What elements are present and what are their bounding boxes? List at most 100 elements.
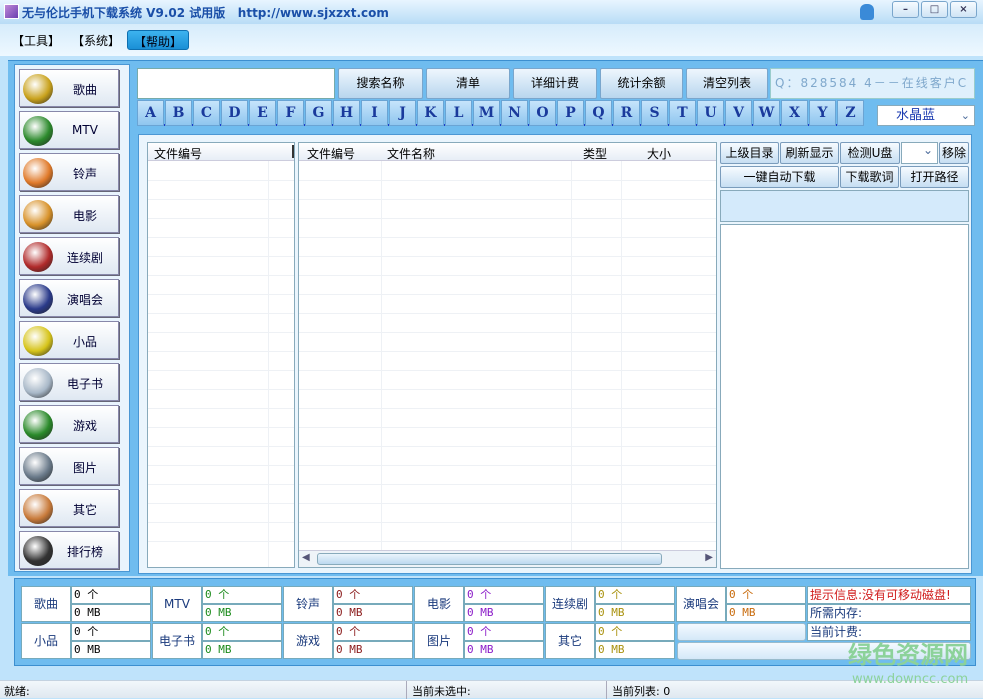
stat-size: 0 MB [464,641,544,659]
grid-line [148,351,294,352]
column-file-id[interactable]: 文件编号 [154,147,203,161]
chevron-down-icon: ⌄ [960,109,970,122]
close-button[interactable]: × [950,1,977,18]
grid-line [299,256,716,257]
grid-line [148,294,294,295]
letter-F[interactable]: F [277,100,304,126]
drive-select[interactable]: ⌄ [901,142,938,164]
letter-L[interactable]: L [445,100,472,126]
parent-dir-button[interactable]: 上级目录 [720,142,779,164]
left-file-list[interactable]: 文件编号 [147,142,295,568]
device-file-tree[interactable] [720,224,969,569]
open-path-button[interactable]: 打开路径 [900,166,969,188]
letter-B[interactable]: B [165,100,192,126]
grid-line [571,161,572,551]
letter-C[interactable]: C [193,100,220,126]
detect-usb-button[interactable]: 检测U盘 [840,142,900,164]
category-icon [23,494,53,524]
letter-X[interactable]: X [781,100,808,126]
grid-line [299,427,716,428]
letter-W[interactable]: W [753,100,780,126]
sidebar-item[interactable]: 连续剧 [19,237,119,275]
letter-Q[interactable]: Q [585,100,612,126]
stat-count: 0 个 [595,586,675,604]
scrollbar-thumb[interactable] [317,553,662,565]
menu-tools[interactable]: 【工具】 [12,34,61,48]
letter-E[interactable]: E [249,100,276,126]
clear-list-button[interactable]: 清空列表 [686,68,768,99]
grid-line [299,370,716,371]
menu-help[interactable]: 【帮助】 [127,30,190,50]
sidebar-item[interactable]: 电影 [19,195,119,233]
scroll-right-icon[interactable]: ▶ [705,552,713,563]
sidebar-item[interactable]: 排行榜 [19,531,119,569]
sidebar-item[interactable]: 小品 [19,321,119,359]
center-file-list[interactable]: 文件编号 文件名称 类型 大小 ◀ ▶ [298,142,717,568]
letter-Z[interactable]: Z [837,100,864,126]
stat-size: 0 MB [333,604,413,622]
skin-select[interactable]: 水晶蓝 ⌄ [877,105,975,126]
sidebar-item[interactable]: 图片 [19,447,119,485]
sidebar-item[interactable]: MTV [19,111,119,149]
sidebar-item[interactable]: 歌曲 [19,69,119,107]
letter-I[interactable]: I [361,100,388,126]
sidebar-item[interactable]: 电子书 [19,363,119,401]
letter-O[interactable]: O [529,100,556,126]
menu-system[interactable]: 【系统】 [72,34,121,48]
letter-T[interactable]: T [669,100,696,126]
skin-icon[interactable] [860,4,874,20]
column-type[interactable]: 类型 [583,147,608,161]
horizontal-scrollbar[interactable]: ◀ ▶ [299,550,716,567]
letter-V[interactable]: V [725,100,752,126]
minimize-button[interactable]: – [892,1,919,18]
sidebar-item-label: 电子书 [66,377,103,391]
letter-M[interactable]: M [473,100,500,126]
sidebar-item-label: 游戏 [72,419,97,433]
remove-button[interactable]: 移除 [939,142,969,164]
grid-line [148,427,294,428]
letter-D[interactable]: D [221,100,248,126]
refresh-button[interactable]: 刷新显示 [780,142,839,164]
download-lyrics-button[interactable]: 下载歌词 [840,166,899,188]
letter-H[interactable]: H [333,100,360,126]
stat-size: 0 MB [595,641,675,659]
sidebar-item-label: 连续剧 [66,251,103,265]
sidebar-item[interactable]: 其它 [19,489,119,527]
grid-line [148,408,294,409]
letter-S[interactable]: S [641,100,668,126]
category-icon [23,284,53,314]
search-name-button[interactable]: 搜索名称 [338,68,423,99]
auto-download-button[interactable]: 一键自动下载 [720,166,839,188]
column-file-name[interactable]: 文件名称 [387,147,436,161]
letter-J[interactable]: J [389,100,416,126]
stat-count: 0 个 [333,623,413,641]
grid-line [299,180,716,181]
letter-K[interactable]: K [417,100,444,126]
stat-size: 0 MB [595,604,675,622]
letter-U[interactable]: U [697,100,724,126]
sidebar-item[interactable]: 游戏 [19,405,119,443]
maximize-button[interactable]: □ [921,1,948,18]
letter-P[interactable]: P [557,100,584,126]
stat-label: 连续剧 [545,586,595,622]
sidebar-item-label: 图片 [72,461,97,475]
letter-R[interactable]: R [613,100,640,126]
search-input[interactable] [137,68,335,99]
column-size[interactable]: 大小 [647,147,672,161]
detailed-fee-button[interactable]: 详细计费 [513,68,597,99]
letter-A[interactable]: A [137,100,164,126]
category-icon [23,368,53,398]
scroll-left-icon[interactable]: ◀ [302,552,310,563]
sidebar-item[interactable]: 铃声 [19,153,119,191]
column-file-id[interactable]: 文件编号 [307,147,356,161]
letter-Y[interactable]: Y [809,100,836,126]
sidebar-item-label: MTV [72,123,98,137]
letter-G[interactable]: G [305,100,332,126]
app-logo-icon [4,4,19,19]
sidebar-item[interactable]: 演唱会 [19,279,119,317]
grid-line [299,313,716,314]
balance-button[interactable]: 统计余额 [600,68,683,99]
status-list-count: 当前列表: 0 [612,685,671,698]
list-button[interactable]: 清单 [426,68,510,99]
letter-N[interactable]: N [501,100,528,126]
